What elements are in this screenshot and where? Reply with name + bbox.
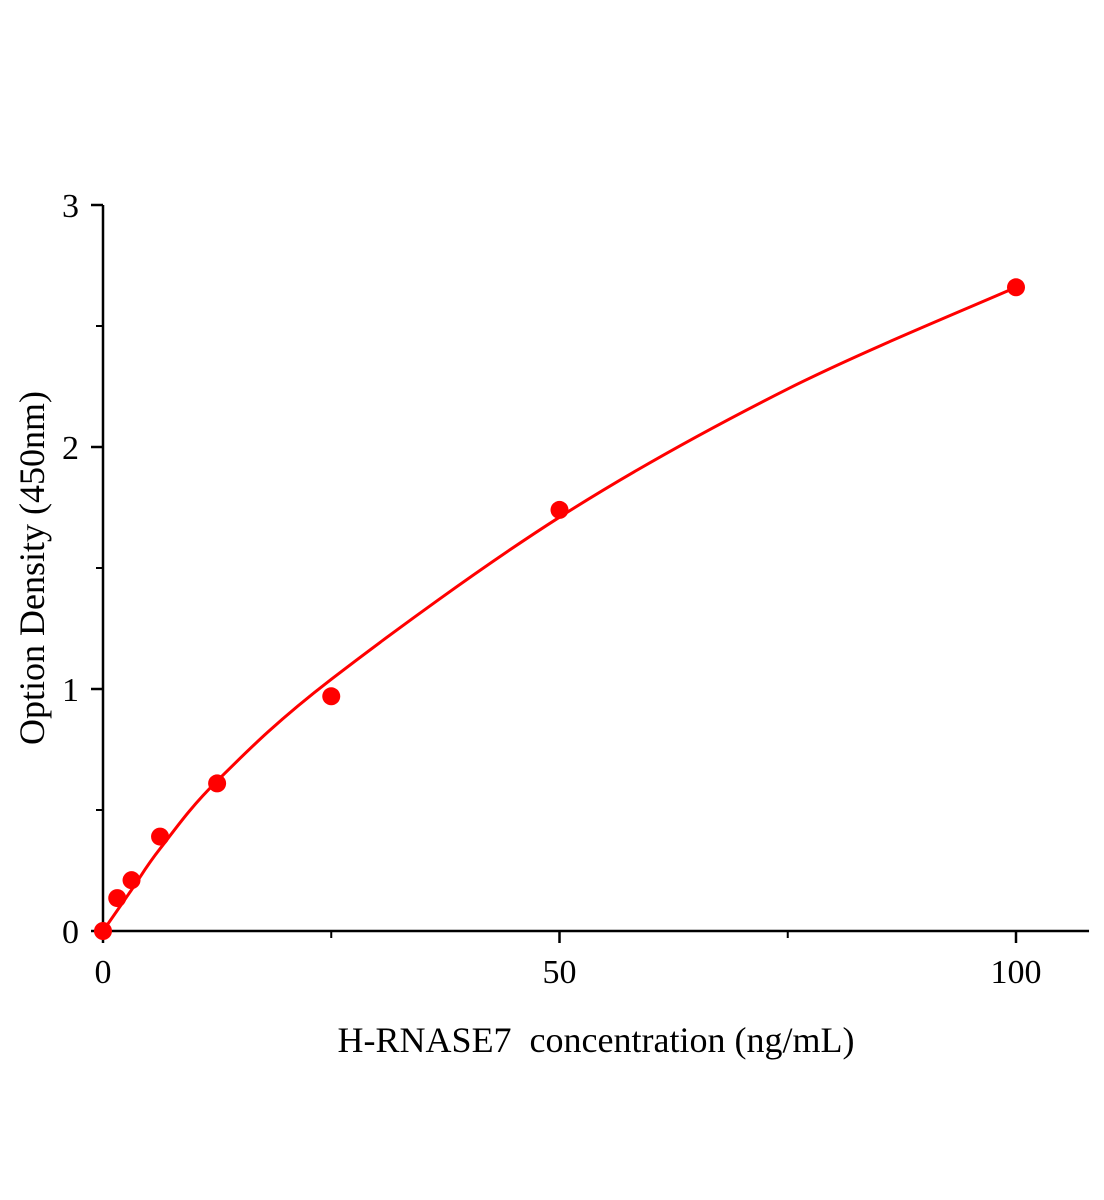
data-point (208, 774, 227, 793)
y-tick-label: 3 (62, 188, 79, 225)
data-point (108, 889, 127, 908)
x-tick-label: 50 (543, 954, 577, 991)
x-axis-label: H-RNASE7 concentration (ng/mL) (338, 1020, 855, 1060)
data-point (1007, 278, 1025, 297)
fit-curve (101, 285, 1017, 932)
data-point (122, 871, 141, 890)
data-point (151, 827, 170, 846)
data-points (94, 278, 1025, 940)
y-axis-label: Option Density (450nm) (12, 391, 52, 745)
x-tick-label: 0 (95, 954, 112, 991)
data-point (550, 500, 569, 519)
axes: 0 50 100 0 1 2 3 (62, 188, 1090, 991)
x-tick-label: 100 (991, 954, 1042, 991)
y-tick-label: 0 (62, 914, 79, 951)
data-point (94, 922, 112, 940)
data-point (322, 687, 341, 706)
y-tick-label: 1 (62, 672, 79, 709)
y-tick-label: 2 (62, 430, 79, 467)
